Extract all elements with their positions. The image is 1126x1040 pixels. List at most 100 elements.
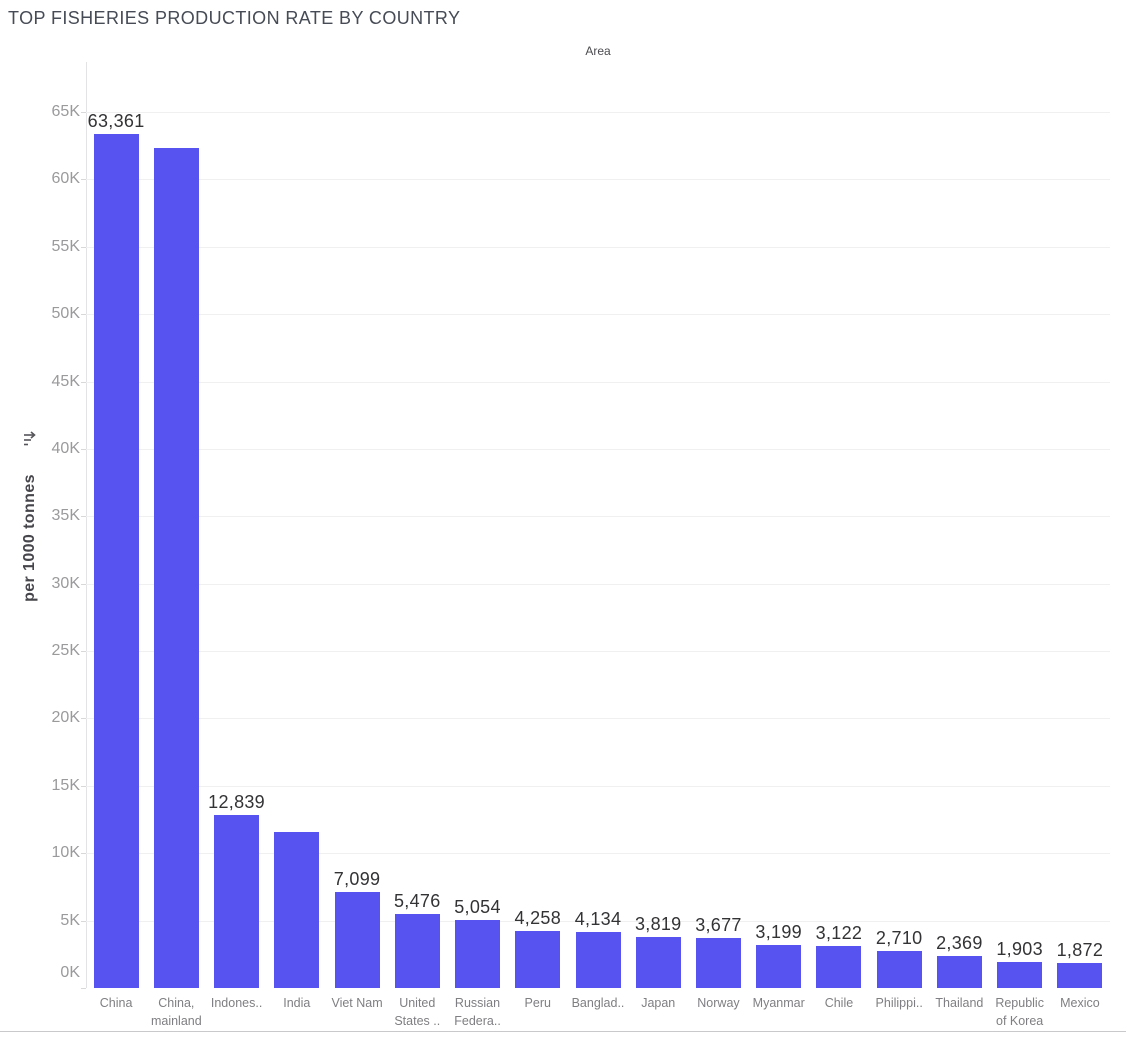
x-tick-label-line: Republic bbox=[995, 996, 1044, 1010]
bar[interactable] bbox=[455, 919, 501, 988]
bar[interactable] bbox=[936, 956, 982, 988]
x-tick-label[interactable]: Japan bbox=[622, 994, 694, 1012]
bar[interactable] bbox=[153, 148, 199, 988]
gridline bbox=[86, 111, 1110, 113]
bar-value-label: 12,839 bbox=[208, 791, 265, 812]
bar-value-label: 63,361 bbox=[87, 111, 145, 132]
x-tick-label-line: mainland bbox=[150, 1014, 202, 1028]
y-tick-mark bbox=[81, 111, 86, 113]
y-tick-label: 60K bbox=[51, 170, 80, 188]
y-tick-label: 15K bbox=[51, 776, 80, 794]
x-tick-label-line: China, bbox=[158, 996, 195, 1010]
bar[interactable] bbox=[334, 892, 380, 988]
x-tick-label[interactable]: China, mainland bbox=[140, 994, 212, 1030]
bar-value-label: 3,677 bbox=[695, 915, 742, 936]
bar-value-label: 3,122 bbox=[815, 922, 863, 943]
bar-value-label: 1,903 bbox=[996, 939, 1043, 960]
x-tick-label-line: Federa.. bbox=[454, 1014, 501, 1028]
gridline bbox=[86, 718, 1110, 720]
y-tick-mark bbox=[81, 583, 86, 585]
bar[interactable] bbox=[274, 831, 320, 988]
y-tick-mark bbox=[81, 920, 86, 922]
x-tick-label[interactable]: Banglad.. bbox=[562, 994, 634, 1012]
x-tick-label[interactable]: Russian Federa.. bbox=[442, 994, 514, 1030]
y-tick-label: 25K bbox=[51, 642, 80, 660]
bottom-divider bbox=[0, 1031, 1126, 1032]
x-tick-label[interactable]: Norway bbox=[682, 994, 754, 1012]
bar[interactable] bbox=[394, 914, 440, 988]
gridline bbox=[86, 651, 1110, 653]
bar[interactable] bbox=[876, 951, 922, 988]
y-tick-label: 55K bbox=[51, 237, 80, 255]
x-tick-label-line: Philippi.. bbox=[875, 996, 923, 1010]
x-tick-label[interactable]: Peru bbox=[502, 994, 574, 1012]
bar[interactable] bbox=[1057, 962, 1103, 988]
x-tick-label-line: of Korea bbox=[996, 1014, 1044, 1028]
y-tick-mark bbox=[81, 381, 86, 383]
x-tick-label-line: Chile bbox=[824, 996, 854, 1010]
x-tick-label[interactable]: Indones.. bbox=[201, 994, 273, 1012]
bar[interactable] bbox=[695, 938, 741, 988]
x-tick-label-line: United bbox=[399, 996, 436, 1010]
x-tick-label-line: Indones.. bbox=[210, 996, 263, 1010]
gridline bbox=[86, 516, 1110, 518]
x-tick-label[interactable]: China bbox=[80, 994, 152, 1012]
bar[interactable] bbox=[997, 962, 1043, 988]
bar-value-label: 1,872 bbox=[1056, 939, 1104, 960]
y-tick-label: 5K bbox=[60, 911, 80, 929]
y-tick-label: 30K bbox=[51, 574, 80, 592]
x-tick-label-line: India bbox=[283, 996, 311, 1010]
y-tick-label: 50K bbox=[51, 305, 80, 323]
bar[interactable] bbox=[93, 134, 139, 988]
x-tick-label[interactable]: Chile bbox=[803, 994, 875, 1012]
x-tick-label[interactable]: Philippi.. bbox=[863, 994, 935, 1012]
gridline bbox=[86, 246, 1110, 248]
y-tick-label: 0K bbox=[60, 964, 80, 981]
x-tick-label-line: Norway bbox=[697, 996, 740, 1010]
y-tick-mark bbox=[81, 853, 86, 855]
x-tick-label-line: Peru bbox=[524, 996, 551, 1010]
bar-value-label: 4,134 bbox=[574, 909, 622, 930]
y-tick-mark bbox=[81, 516, 86, 518]
gridline bbox=[86, 785, 1110, 787]
x-tick-label-line: Banglad.. bbox=[571, 996, 625, 1010]
x-tick-label-line: Thailand bbox=[935, 996, 984, 1010]
gridline bbox=[86, 448, 1110, 450]
gridline bbox=[86, 179, 1110, 181]
gridline bbox=[86, 583, 1110, 585]
y-tick-label: 35K bbox=[51, 507, 80, 525]
y-tick-label: 45K bbox=[51, 372, 80, 390]
x-tick-label-line: Mexico bbox=[1060, 996, 1100, 1010]
bar[interactable] bbox=[214, 814, 260, 988]
y-tick-mark bbox=[81, 314, 86, 316]
bar[interactable] bbox=[635, 936, 681, 988]
x-tick-label[interactable]: Thailand bbox=[923, 994, 995, 1012]
y-tick-mark bbox=[81, 448, 86, 450]
gridline bbox=[86, 853, 1110, 855]
x-tick-label-line: States .. bbox=[394, 1014, 441, 1028]
y-axis-line bbox=[86, 62, 87, 988]
bar-value-label: 3,199 bbox=[755, 921, 802, 942]
x-tick-label[interactable]: Republic of Korea bbox=[984, 994, 1056, 1030]
gridline bbox=[86, 314, 1110, 316]
x-tick-label-line: Japan bbox=[641, 996, 676, 1010]
bar-value-label: 2,369 bbox=[936, 933, 983, 954]
x-tick-label-line: China bbox=[99, 996, 133, 1010]
bar[interactable] bbox=[515, 930, 561, 988]
y-tick-mark bbox=[81, 718, 86, 720]
x-tick-label[interactable]: Myanmar bbox=[743, 994, 815, 1012]
bar[interactable] bbox=[816, 945, 862, 988]
y-tick-mark bbox=[81, 179, 86, 181]
gridline bbox=[86, 920, 1110, 922]
bar[interactable] bbox=[756, 944, 802, 988]
bar[interactable] bbox=[575, 932, 621, 988]
x-tick-label-line: Viet Nam bbox=[331, 996, 383, 1010]
y-tick-mark bbox=[81, 988, 86, 989]
x-tick-label[interactable]: India bbox=[261, 994, 333, 1012]
x-tick-label[interactable]: United States .. bbox=[381, 994, 453, 1030]
x-tick-label[interactable]: Mexico bbox=[1044, 994, 1116, 1012]
x-tick-label[interactable]: Viet Nam bbox=[321, 994, 393, 1012]
sort-axis-icon[interactable] bbox=[22, 431, 39, 448]
bar-value-label: 5,476 bbox=[394, 891, 441, 912]
